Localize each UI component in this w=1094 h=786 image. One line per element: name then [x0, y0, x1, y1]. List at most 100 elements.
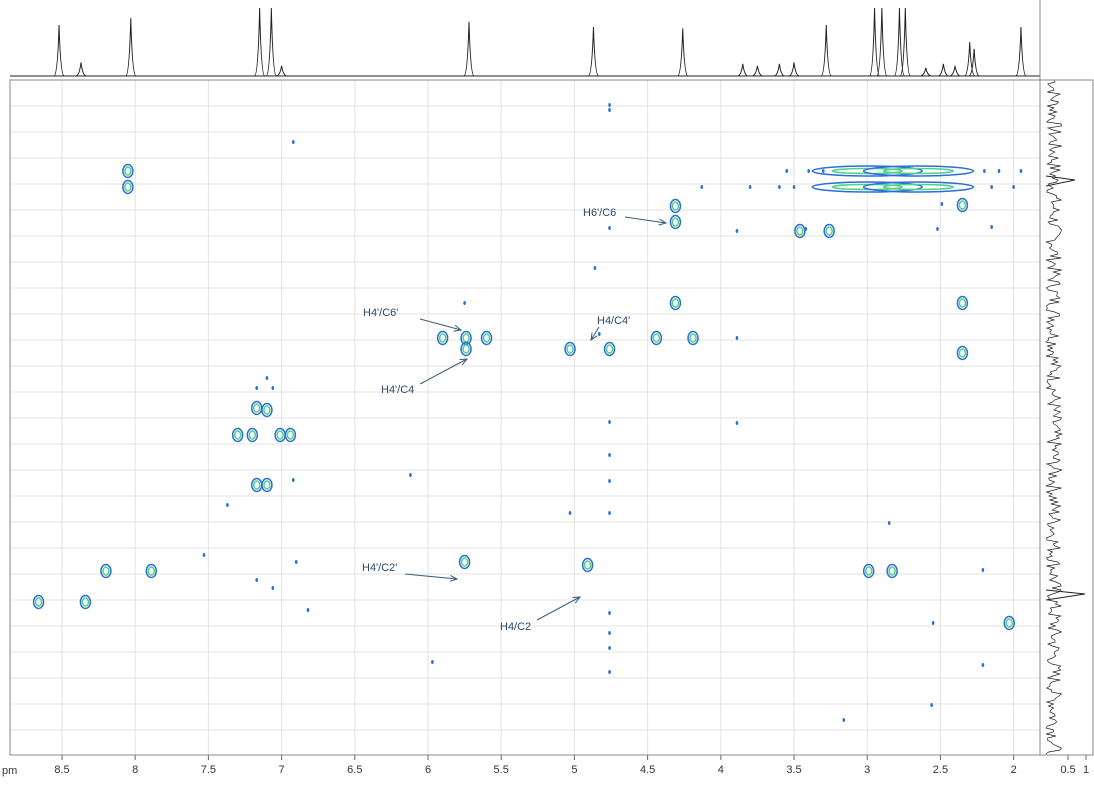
peak-dot — [608, 453, 611, 457]
peak-dot — [785, 169, 789, 173]
peak-outer — [79, 594, 92, 610]
peak-inner — [252, 480, 261, 490]
peak-inner — [958, 200, 967, 210]
peak — [226, 503, 229, 507]
annotation: H4'/C2' — [362, 562, 397, 574]
peak-inner — [34, 597, 43, 607]
peak-inner — [248, 430, 257, 440]
peak — [122, 163, 134, 179]
peak-dot — [255, 386, 259, 390]
peak — [271, 586, 275, 590]
peak-outer — [122, 179, 134, 195]
peak — [669, 295, 682, 311]
peak-dot — [608, 479, 611, 483]
peak — [100, 563, 112, 579]
peak-dot — [1012, 185, 1015, 189]
peak-dot — [608, 646, 611, 650]
peak-outer — [862, 181, 975, 193]
projection-peak — [1015, 27, 1027, 77]
peak-inner — [233, 430, 242, 440]
peak — [608, 453, 611, 457]
x-tick-label: 6.5 — [347, 764, 362, 776]
peak — [778, 185, 781, 189]
peak — [735, 421, 739, 425]
x-axis-label: pm — [2, 765, 17, 777]
peak-dot — [930, 703, 933, 707]
right-projection-peak — [1045, 175, 1086, 601]
peak-outer — [231, 427, 244, 443]
peak — [231, 427, 244, 443]
x-tick-label: 8.5 — [54, 764, 69, 776]
projection-peak — [677, 28, 689, 77]
peak — [603, 341, 616, 357]
peak-inner — [263, 480, 271, 490]
x-tick-label: 5.5 — [494, 764, 509, 776]
projection-peak — [820, 24, 832, 77]
peak — [261, 402, 273, 418]
peak — [669, 214, 682, 230]
peak — [284, 427, 297, 443]
peak-outer — [436, 330, 449, 346]
peak — [862, 181, 975, 193]
peak — [255, 386, 259, 390]
peak — [930, 703, 933, 707]
peak — [564, 341, 576, 357]
projection-peak — [938, 63, 949, 77]
peak-inner — [124, 166, 132, 176]
projection-peak — [876, 7, 888, 77]
peak-outer — [862, 563, 875, 579]
peak — [735, 229, 739, 233]
peak — [669, 198, 682, 214]
peak-dot — [608, 420, 611, 424]
projection-peak — [265, 7, 277, 77]
peak-inner — [796, 226, 804, 236]
peak — [687, 330, 699, 346]
peak — [292, 478, 295, 482]
x-tick-label: 6 — [425, 764, 431, 776]
peak-dot — [608, 670, 611, 674]
peak — [581, 557, 594, 573]
peak-inner — [566, 344, 574, 354]
peak-dot — [940, 202, 944, 206]
peak-outer — [246, 427, 259, 443]
peak-outer — [1003, 615, 1016, 631]
peak — [862, 165, 975, 177]
peak-dot — [804, 227, 808, 231]
x-tick-label: 5 — [571, 764, 577, 776]
peak-dot — [822, 169, 825, 173]
peak-dot — [409, 473, 412, 477]
annotation: H4'/C6' — [363, 307, 398, 319]
peak-dot — [983, 169, 986, 173]
peak-outer — [100, 563, 112, 579]
projection-peak — [949, 65, 961, 77]
peak-inner — [276, 430, 284, 440]
peak — [122, 179, 134, 195]
peak-dot — [292, 140, 295, 144]
peak — [608, 646, 611, 650]
peak-outer — [564, 341, 576, 357]
peak-dot — [735, 229, 739, 233]
peak-dot — [1019, 169, 1023, 173]
peak-dot — [792, 185, 796, 189]
peak-dot — [608, 631, 611, 635]
peak — [32, 594, 45, 610]
peak-dot — [292, 478, 295, 482]
peak-dot — [735, 421, 739, 425]
peak-inner — [263, 405, 271, 415]
peak-dot — [990, 185, 993, 189]
peak-outer — [687, 330, 699, 346]
peak — [255, 578, 259, 582]
annotation-arrow — [419, 359, 467, 385]
peak-outer — [284, 427, 297, 443]
peak — [250, 400, 263, 416]
peak-dot — [608, 108, 611, 112]
peak — [463, 301, 466, 305]
peak — [700, 185, 704, 189]
right-tick-label: 1 — [1083, 764, 1089, 776]
peak-dot — [748, 185, 752, 189]
peak-dot — [265, 376, 269, 380]
peak-outer — [862, 165, 975, 177]
peak — [608, 108, 611, 112]
peak — [593, 266, 597, 270]
projection-peak — [774, 63, 785, 77]
